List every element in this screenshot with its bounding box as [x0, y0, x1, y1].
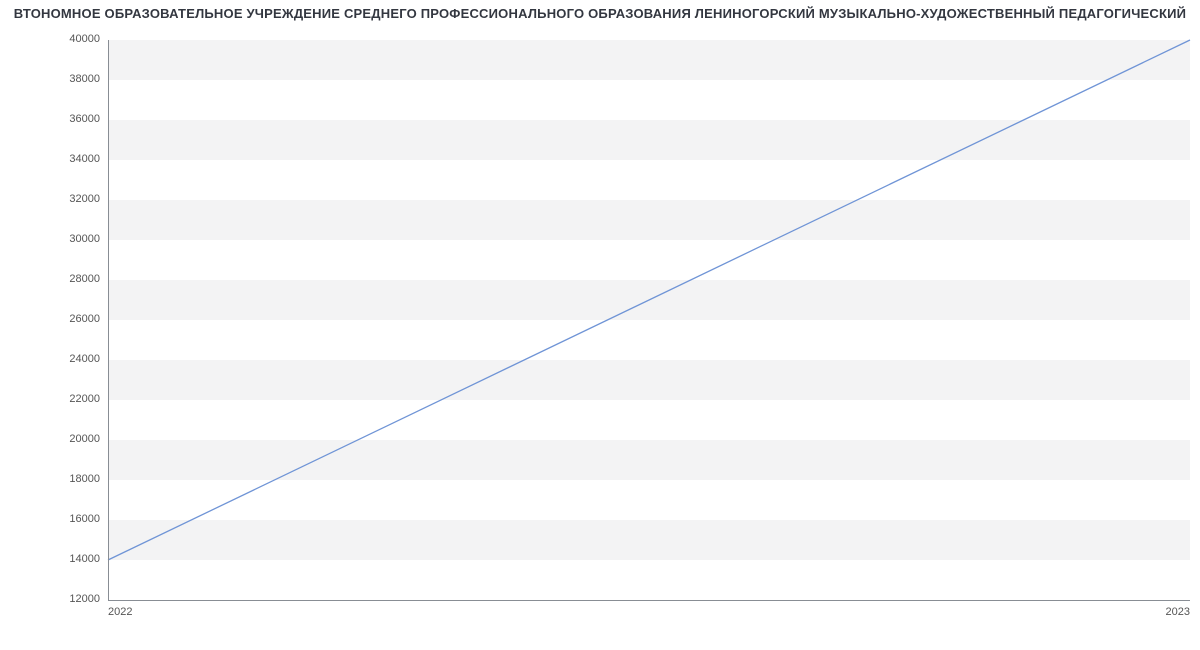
- x-tick-label: 2023: [1166, 606, 1190, 618]
- y-tick-label: 20000: [40, 433, 100, 445]
- y-tick-label: 16000: [40, 513, 100, 525]
- y-tick-label: 28000: [40, 273, 100, 285]
- y-tick-label: 32000: [40, 193, 100, 205]
- x-axis-line: [108, 600, 1190, 601]
- y-tick-label: 24000: [40, 353, 100, 365]
- y-tick-label: 14000: [40, 553, 100, 565]
- y-tick-label: 18000: [40, 473, 100, 485]
- y-tick-label: 36000: [40, 113, 100, 125]
- series-line: [108, 40, 1190, 560]
- chart-title: ВТОНОМНОЕ ОБРАЗОВАТЕЛЬНОЕ УЧРЕЖДЕНИЕ СРЕ…: [0, 6, 1200, 21]
- line-chart: ВТОНОМНОЕ ОБРАЗОВАТЕЛЬНОЕ УЧРЕЖДЕНИЕ СРЕ…: [0, 0, 1200, 650]
- y-axis-line: [108, 40, 109, 600]
- line-layer: [108, 40, 1190, 600]
- y-tick-label: 30000: [40, 233, 100, 245]
- y-tick-label: 26000: [40, 313, 100, 325]
- y-tick-label: 40000: [40, 33, 100, 45]
- y-tick-label: 38000: [40, 73, 100, 85]
- x-tick-label: 2022: [108, 606, 132, 618]
- plot-area: [108, 40, 1190, 600]
- y-tick-label: 12000: [40, 593, 100, 605]
- y-tick-label: 34000: [40, 153, 100, 165]
- y-tick-label: 22000: [40, 393, 100, 405]
